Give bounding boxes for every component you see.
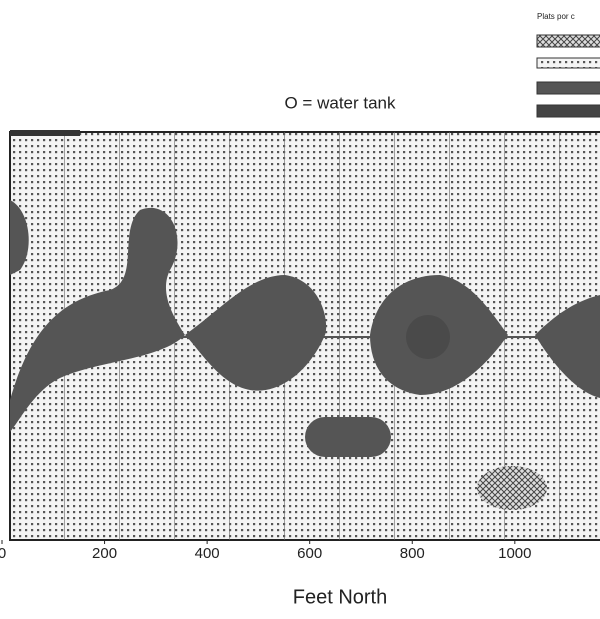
- plot-area: [9, 130, 600, 541]
- x-axis-label: Feet North: [293, 586, 387, 608]
- x-tick-label: 1000: [498, 545, 531, 562]
- annotation: O = water tank: [284, 93, 396, 112]
- x-tick-label: 0: [0, 545, 6, 562]
- x-tick-label: 800: [400, 545, 425, 562]
- legend-title: Plats por c: [537, 12, 575, 21]
- legend-swatches: [536, 34, 600, 118]
- x-tick-label: 200: [92, 545, 117, 562]
- x-tick-label: 600: [297, 545, 322, 562]
- x-tick-label: 400: [195, 545, 220, 562]
